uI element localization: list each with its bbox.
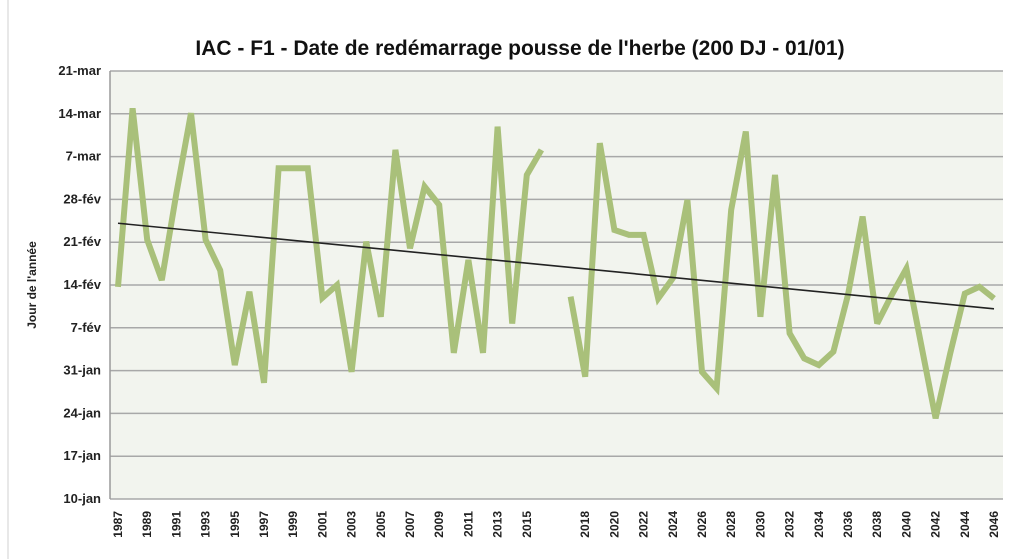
x-tick-label: 1993 [199,511,213,538]
x-tick-label: 2030 [753,511,767,538]
x-tick-label: 2046 [987,511,1001,538]
x-tick-label: 2026 [695,511,709,538]
x-tick-label: 1991 [169,511,183,538]
x-tick-label: 2001 [315,511,329,538]
y-tick-label: 31-jan [63,363,101,378]
x-tick-label: 2044 [958,511,972,538]
y-tick-label: 14-mar [58,106,101,121]
x-tick-label: 2011 [461,511,475,537]
x-tick-label: 2032 [783,511,797,538]
trendline [117,222,995,310]
x-tick-label: 2034 [812,511,826,538]
x-tick-label: 2038 [870,511,884,538]
y-tick-label: 28-fév [63,191,101,206]
x-axis-ticks: 1987 1989 1991 1993 1995 1997 1999 2001 2003 2005… [111,511,1001,538]
gridlines [110,70,1003,500]
x-tick-label: 2024 [666,511,680,538]
y-tick-label: 7-fév [71,320,102,335]
x-tick-label: 2015 [520,511,534,538]
series-group [115,107,996,419]
x-tick-label: 1989 [140,511,154,538]
x-tick-label: 2036 [841,511,855,538]
y-tick-label: 7-mar [66,149,101,164]
x-tick-label: 2028 [724,511,738,538]
y-tick-label: 21-mar [58,63,101,78]
y-tick-label: 14-fév [63,277,101,292]
x-tick-label: 2040 [899,511,913,538]
x-tick-label: 1999 [286,511,300,538]
x-tick-label: 1995 [228,511,242,538]
y-tick-label: 24-jan [63,405,101,420]
x-tick-label: 2042 [929,511,943,538]
x-tick-label: 2005 [374,511,388,538]
x-tick-label: 1987 [111,511,125,538]
x-tick-label: 1997 [257,511,271,538]
x-tick-label: 2022 [637,511,651,538]
y-tick-label: 21-fév [63,234,101,249]
x-tick-label: 2018 [578,511,592,538]
x-tick-label: 2003 [345,511,359,538]
x-tick-label: 2020 [607,511,621,538]
x-tick-label: 2009 [432,511,446,538]
x-tick-label: 2007 [403,511,417,538]
series-line-segment [115,107,544,384]
chart-title: IAC - F1 - Date de redémarrage pousse de… [195,37,844,60]
y-axis-label: Jour de l'année [25,241,39,329]
series-line-segment [567,130,996,419]
x-tick-label: 2013 [491,511,505,538]
y-tick-label: 17-jan [63,448,101,463]
y-tick-label: 10-jan [63,491,101,506]
y-axis-ticks: 10-jan 17-jan 24-jan 31-jan 7-fév 14-fév 21-fé… [58,63,101,506]
